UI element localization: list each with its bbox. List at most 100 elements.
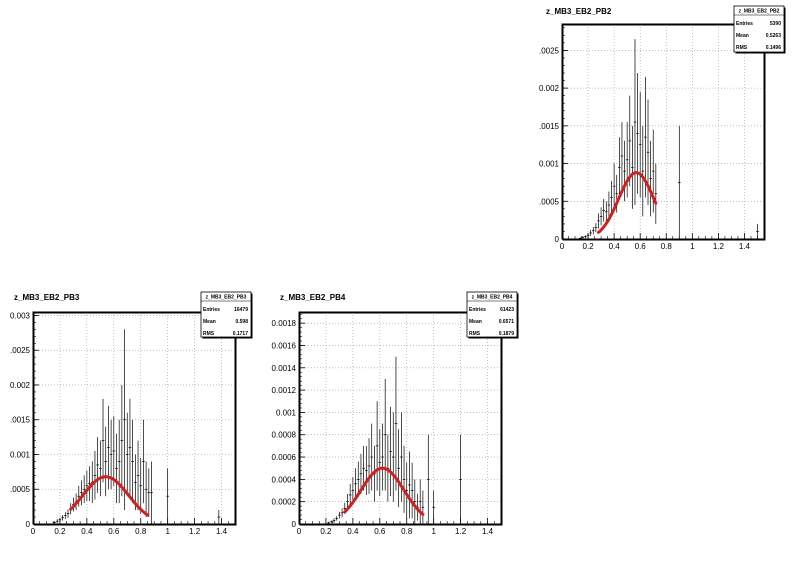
data-point — [602, 199, 606, 222]
data-point — [413, 479, 417, 524]
data-point — [370, 423, 374, 491]
data-point — [605, 201, 608, 223]
data-point — [641, 125, 645, 217]
y-tick-label: 0.0012 — [272, 386, 297, 395]
data-point — [217, 510, 221, 524]
y-tick-label: 0.0006 — [272, 453, 297, 462]
x-tick-label: 0 — [560, 242, 565, 251]
stats-box: z_MB3_EB2_PB4 Entries 61423 Mean 0.6571 RMS 0.… — [466, 291, 519, 339]
y-tick-label: .0025 — [539, 46, 560, 55]
data-point — [131, 419, 134, 504]
grid — [562, 24, 764, 239]
data-point — [649, 140, 652, 217]
stats-value: 61423 — [500, 307, 514, 313]
x-tick-label: 0.4 — [609, 242, 621, 251]
y-tick-label: .0015 — [10, 416, 31, 425]
data-point — [329, 520, 333, 523]
data-point — [147, 468, 151, 518]
y-tick-label: 0.001 — [539, 160, 560, 169]
x-tick-label: 0.6 — [374, 527, 386, 536]
stats-label: Mean — [736, 33, 749, 39]
data-point — [644, 76, 647, 198]
data-point — [586, 232, 590, 238]
data-point — [599, 207, 603, 226]
data-point — [597, 213, 600, 229]
chart-title: z_MB3_EB2_PB3 — [14, 293, 80, 302]
data-point — [134, 454, 137, 511]
data-point — [338, 511, 341, 519]
data-point — [421, 490, 425, 524]
x-tick-label: 0.2 — [54, 527, 66, 536]
data-point — [85, 470, 89, 502]
stats-label: Mean — [203, 319, 216, 325]
y-tick-label: .0015 — [539, 122, 560, 131]
y-tick-label: 0.0018 — [272, 319, 297, 328]
x-tick-label: 0.8 — [135, 527, 147, 536]
y-tick-label: 0.001 — [276, 408, 297, 417]
data-point — [55, 519, 59, 524]
stats-label: Entries — [736, 21, 753, 27]
chart-pad-pb4: z_MB3_EB2_PB4 0 0.2 0.4 0.6 0.8 1 1.2 1.4 0 0.0002… — [266, 286, 528, 546]
data-point — [327, 521, 330, 524]
y-tick-label: 0.002 — [10, 381, 31, 390]
data-point — [584, 235, 587, 239]
stats-label: Mean — [469, 319, 482, 325]
stats-box: z_MB3_EB2_PB3 Entries 16479 Mean 0.598 RMS 0.1… — [200, 291, 253, 339]
data-point — [410, 462, 414, 519]
data-point — [340, 508, 344, 518]
chart-pad-pb3: z_MB3_EB2_PB3 0 0.2 0.4 0.6 0.8 1 1.2 1.4 0.0005 0… — [0, 286, 253, 546]
x-tick-label: 0.4 — [347, 527, 359, 536]
data-point — [104, 426, 108, 497]
y-tick-label: .0005 — [539, 197, 560, 206]
data-point — [128, 398, 132, 497]
data-point — [348, 483, 352, 507]
data-point — [359, 453, 363, 494]
stats-label: RMS — [469, 331, 481, 337]
data-point — [394, 356, 398, 491]
data-point — [378, 429, 382, 497]
x-tick-label: 1.4 — [216, 527, 228, 536]
data-point — [144, 461, 148, 518]
x-tick-label: 0.8 — [661, 242, 673, 251]
histogram — [327, 356, 462, 524]
x-tick-label: 0.8 — [401, 527, 413, 536]
stats-box-name: z_MB3_EB2_PB4 — [472, 295, 513, 301]
data-point — [120, 384, 124, 497]
stats-label: RMS — [203, 331, 215, 337]
data-point — [591, 226, 595, 235]
y-tick-label: 0.0004 — [272, 475, 297, 484]
x-tick-label: 0.6 — [108, 527, 120, 536]
data-point — [364, 445, 368, 495]
data-point — [581, 235, 585, 239]
data-point — [88, 466, 91, 502]
x-tick-label: 1 — [431, 527, 436, 536]
data-point — [636, 73, 639, 194]
data-point — [362, 445, 365, 491]
stats-value: 0.6571 — [499, 319, 515, 325]
y-tick-label: 0 — [26, 520, 31, 529]
chart-title: z_MB3_EB2_PB2 — [546, 7, 612, 16]
data-point — [426, 434, 430, 524]
data-point — [166, 468, 170, 524]
fit-curve — [343, 466, 425, 516]
data-point — [80, 480, 83, 506]
chart-pad-pb2: z_MB3_EB2_PB2 0 0.2 0.4 0.6 0.8 1 1.2 1.4 0.0005 0… — [532, 0, 796, 260]
data-point — [354, 468, 357, 500]
data-point — [96, 437, 99, 493]
x-tick-label: 1.2 — [713, 242, 725, 251]
data-point — [98, 440, 102, 497]
data-point — [66, 509, 70, 518]
data-point — [408, 451, 411, 519]
stats-value: 0.5263 — [766, 33, 782, 39]
histogram — [578, 39, 759, 239]
stats-value: 0.1879 — [499, 331, 515, 337]
data-point — [383, 378, 387, 491]
data-point — [381, 423, 384, 491]
x-tick-label: 1 — [690, 242, 695, 251]
data-point — [101, 398, 105, 483]
data-point — [332, 518, 336, 523]
stats-box-frame — [466, 291, 518, 338]
data-point — [654, 163, 658, 224]
stats-box: z_MB3_EB2_PB2 Entries 5390 Mean 0.5263 RMS 0.1… — [733, 5, 786, 54]
